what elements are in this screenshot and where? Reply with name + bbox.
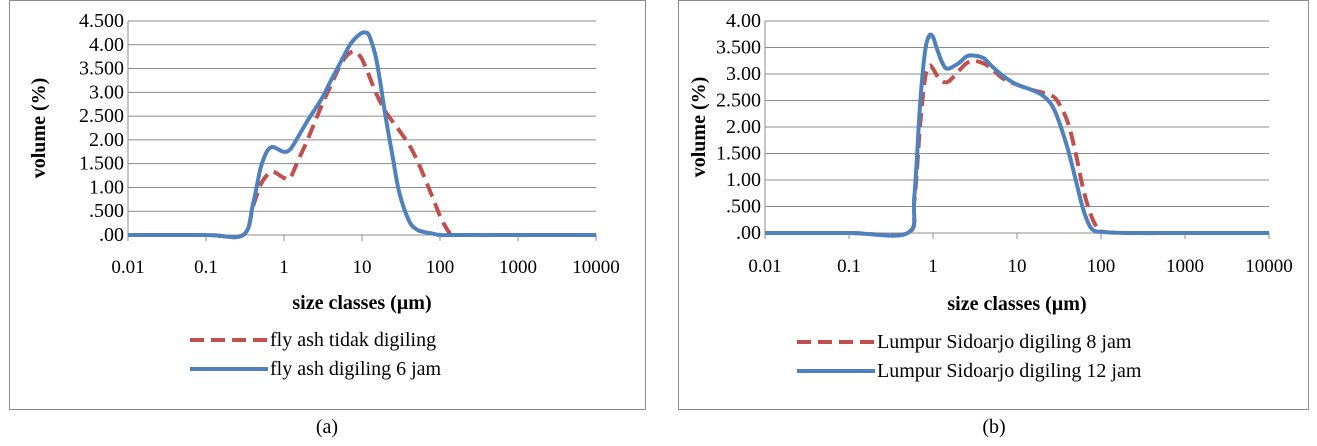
y-tick-label: 2.500	[79, 105, 124, 127]
y-tick-label: 1.00	[89, 176, 124, 198]
chart-a-svg: .00.5001.001.5002.002.5003.003.5004.004.…	[28, 10, 620, 380]
series-line-1	[128, 49, 596, 240]
legend-label-2: fly ash digiling 6 jam	[270, 358, 442, 380]
y-tick-label: 3.500	[716, 37, 761, 59]
x-tick-label: 10000	[572, 257, 620, 278]
y-tick-label: 2.00	[89, 129, 124, 151]
y-tick-label: 1.500	[79, 153, 124, 175]
legend-label-1: fly ash tidak digiling	[270, 329, 436, 351]
y-tick-label: .500	[89, 200, 124, 222]
x-tick-label: 0.1	[194, 257, 218, 278]
x-axis-title: size classes (µm)	[947, 293, 1086, 315]
x-tick-label: 1	[928, 256, 938, 277]
chart-panel-a: .00.500 1.00 1.500 2.00 2.500 3.00 3.500 4.00 4.…	[9, 0, 646, 410]
x-tick-label: 10	[1008, 256, 1027, 277]
y-axis-title: volume (%)	[28, 78, 50, 179]
y-tick-label: 3.00	[726, 63, 761, 85]
y-tick-label: 2.500	[716, 90, 761, 112]
legend-label-1: Lumpur Sidoarjo digiling 8 jam	[877, 331, 1132, 353]
x-tick-label: 0.01	[748, 256, 781, 277]
x-tick-label: 1	[279, 257, 289, 278]
caption-b: (b)	[982, 416, 1006, 438]
series-line-2	[764, 32, 1269, 238]
x-tick-label: 10	[353, 257, 372, 278]
y-tick-label: 4.500	[79, 10, 124, 32]
y-tick-label: 2.00	[726, 116, 761, 138]
y-axis-title: volume (%)	[688, 77, 710, 178]
x-axis-title: size classes (µm)	[292, 292, 431, 314]
caption-a: (a)	[315, 416, 339, 438]
y-tick-label: 3.00	[89, 81, 124, 103]
series-line-1	[764, 58, 1269, 238]
y-tick-label: .00	[99, 224, 124, 246]
x-tick-label: 100	[426, 257, 455, 278]
y-tick-label: 4.00	[726, 10, 761, 32]
x-tick-label: 100	[1087, 256, 1116, 277]
y-tick-label: .00	[736, 222, 761, 244]
x-tick-label: 1000	[499, 257, 537, 278]
y-tick-label: 3.500	[79, 58, 124, 80]
x-tick-label: 10000	[1245, 256, 1293, 277]
y-tick-label: .500	[726, 196, 761, 218]
chart-panel-b: .00 .500 1.00 1.500 2.00 2.500 3.00 3.500 4.00 0.…	[678, 0, 1309, 410]
x-tick-label: 0.01	[111, 257, 144, 278]
chart-b-svg: .00 .500 1.00 1.500 2.00 2.500 3.00 3.500 4.00 0.…	[688, 10, 1293, 382]
legend-label-2: Lumpur Sidoarjo digiling 12 jam	[877, 360, 1142, 382]
x-tick-label: 1000	[1166, 256, 1204, 277]
y-tick-label: 1.500	[716, 143, 761, 165]
y-tick-label: 4.00	[89, 34, 124, 56]
y-tick-label: 1.00	[726, 169, 761, 191]
x-tick-label: 0.1	[837, 256, 861, 277]
series-line-2	[128, 30, 596, 240]
